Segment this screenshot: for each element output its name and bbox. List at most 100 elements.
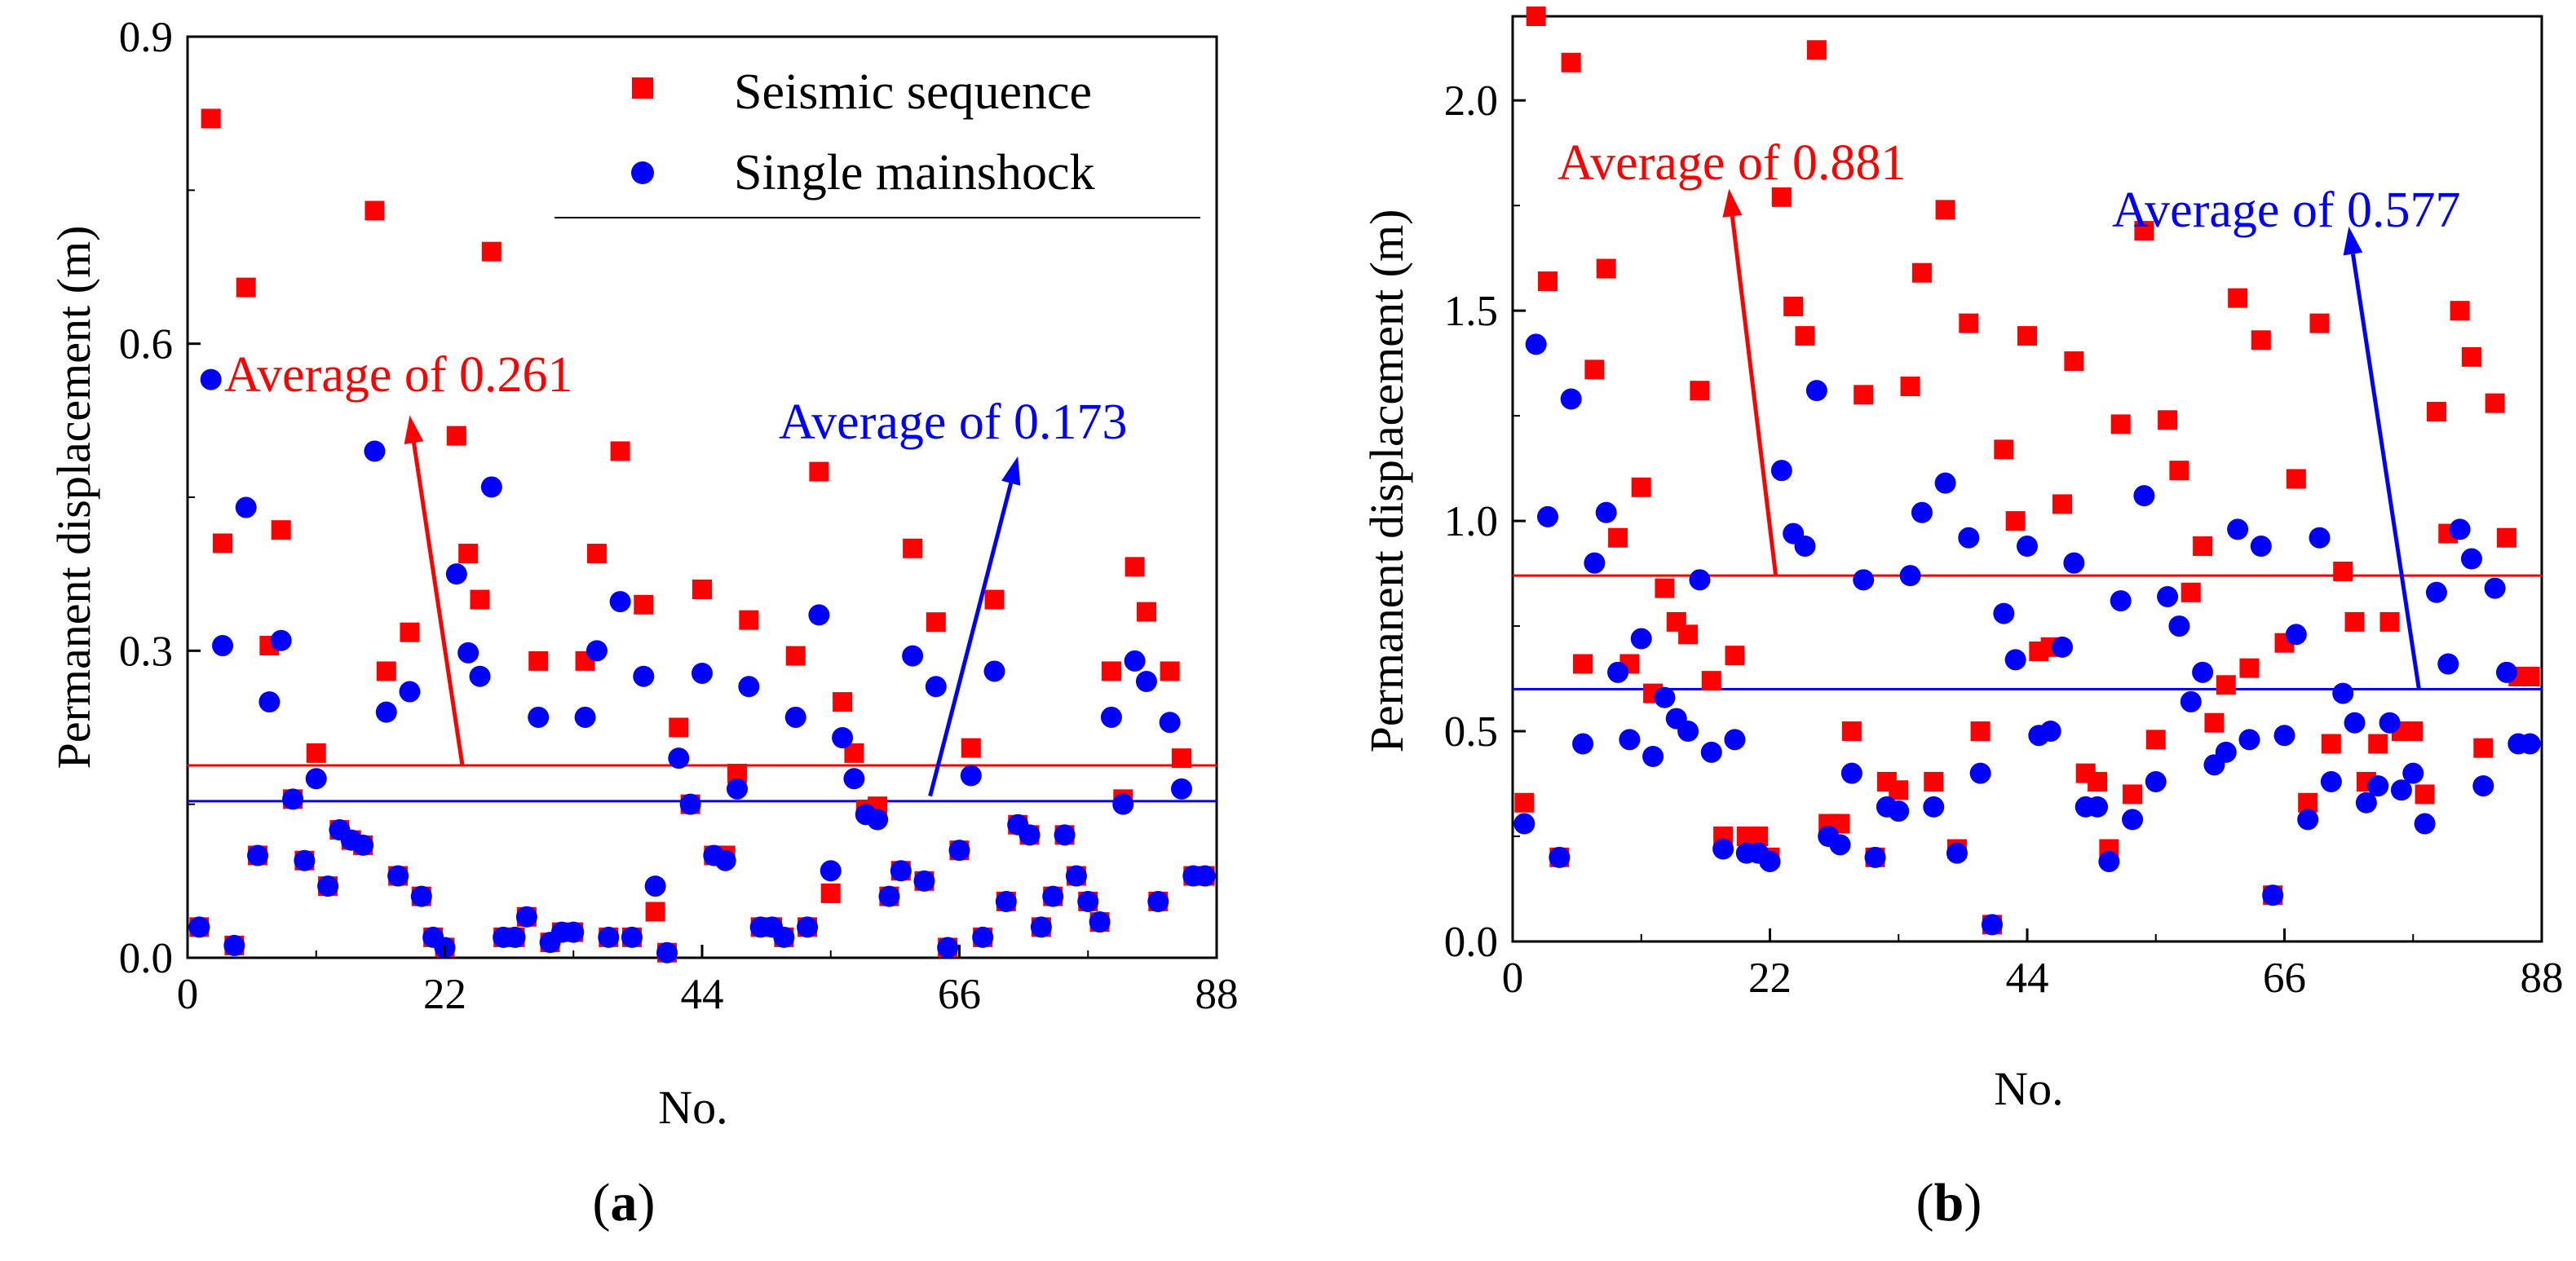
data-point-seismic-sequence <box>271 520 291 540</box>
data-point-seismic-sequence <box>1514 792 1535 813</box>
data-point-single-mainshock <box>1124 650 1146 672</box>
data-point-seismic-sequence <box>1725 646 1745 666</box>
data-point-single-mainshock <box>2344 712 2366 734</box>
data-point-seismic-sequence <box>2088 771 2108 791</box>
legend-marker-seismic-sequence <box>632 77 653 99</box>
data-point-single-mainshock <box>2098 850 2120 872</box>
data-point-seismic-sequence <box>2473 738 2494 758</box>
annotation-arrow-shaft <box>2351 254 2421 690</box>
data-point-seismic-sequence <box>1806 40 1827 60</box>
data-point-single-mainshock <box>878 885 900 907</box>
data-point-single-mainshock <box>1077 890 1099 912</box>
data-point-single-mainshock <box>2320 770 2342 792</box>
data-point-single-mainshock <box>2379 712 2401 734</box>
data-point-seismic-sequence <box>785 646 806 666</box>
data-point-seismic-sequence <box>1171 748 1191 769</box>
data-point-seismic-sequence <box>2415 784 2435 805</box>
data-point-single-mainshock <box>2519 733 2541 755</box>
data-point-single-mainshock <box>1630 628 1652 650</box>
data-point-seismic-sequence <box>2485 393 2505 413</box>
data-point-seismic-sequence <box>1935 200 1955 220</box>
panel-caption-a: (a) <box>593 1173 656 1232</box>
data-point-single-mainshock <box>995 890 1017 912</box>
legend-marker-single-mainshock <box>631 161 654 184</box>
data-point-single-mainshock <box>352 834 374 856</box>
data-point-seismic-sequence <box>2321 734 2341 754</box>
data-point-single-mainshock <box>867 809 889 831</box>
data-point-seismic-sequence <box>458 544 479 564</box>
data-point-seismic-sequence <box>2052 494 2073 514</box>
data-point-single-mainshock <box>528 706 550 728</box>
data-point-seismic-sequence <box>2520 666 2540 686</box>
data-point-seismic-sequence <box>645 902 665 922</box>
data-point-single-mainshock <box>1572 733 1594 755</box>
data-point-seismic-sequence <box>1959 313 1979 333</box>
data-point-seismic-sequence <box>1136 602 1156 622</box>
data-point-seismic-sequence <box>1538 271 1558 292</box>
x-axis-label: No. <box>1994 1062 2063 1115</box>
data-point-seismic-sequence <box>1101 661 1121 681</box>
data-point-seismic-sequence <box>2110 414 2131 434</box>
data-point-seismic-sequence <box>820 883 841 903</box>
data-point-seismic-sequence <box>1655 578 1675 598</box>
data-point-single-mainshock <box>1042 885 1064 907</box>
data-point-single-mainshock <box>2285 624 2307 646</box>
data-point-single-mainshock <box>2145 770 2167 792</box>
data-point-seismic-sequence <box>1900 377 1920 396</box>
data-point-single-mainshock <box>1712 838 1734 860</box>
data-point-single-mainshock <box>1911 501 1933 523</box>
y-tick-label: 0.3 <box>119 628 173 675</box>
data-point-seismic-sequence <box>1970 721 1991 742</box>
x-axis-label: No. <box>658 1081 727 1134</box>
data-point-single-mainshock <box>258 691 281 713</box>
data-point-seismic-sequence <box>2216 675 2236 695</box>
data-point-single-mainshock <box>925 676 947 698</box>
x-tick-label: 22 <box>423 971 466 1018</box>
data-point-seismic-sequence <box>1125 557 1145 577</box>
y-tick-label: 0.0 <box>1444 919 1498 966</box>
data-point-seismic-sequence <box>2461 346 2481 367</box>
data-point-single-mainshock <box>2297 809 2319 831</box>
data-point-single-mainshock <box>2192 661 2214 683</box>
data-point-seismic-sequence <box>739 610 759 630</box>
data-point-single-mainshock <box>2425 581 2447 603</box>
data-point-seismic-sequence <box>213 533 233 553</box>
data-point-single-mainshock <box>1946 842 1968 864</box>
data-point-seismic-sequence <box>400 622 420 642</box>
data-point-seismic-sequence <box>2403 721 2424 742</box>
data-point-single-mainshock <box>644 875 666 897</box>
data-point-single-mainshock <box>1888 800 1910 822</box>
data-point-seismic-sequence <box>903 538 923 558</box>
panel-caption-b: (b) <box>1916 1173 1982 1232</box>
data-point-seismic-sequence <box>1561 52 1581 73</box>
data-point-single-mainshock <box>714 849 736 871</box>
data-point-single-mainshock <box>727 778 749 800</box>
data-point-single-mainshock <box>808 604 830 626</box>
data-point-single-mainshock <box>212 635 234 657</box>
data-point-single-mainshock <box>282 788 304 810</box>
data-point-seismic-sequence <box>984 589 1005 610</box>
x-tick-label: 44 <box>681 971 724 1018</box>
data-point-single-mainshock <box>305 768 327 790</box>
data-point-seismic-sequence <box>2344 611 2365 632</box>
data-point-single-mainshock <box>2437 653 2459 675</box>
x-tick-label: 0 <box>177 971 199 1018</box>
data-point-seismic-sequence <box>1678 624 1699 645</box>
annotation-mainshock-average: Average of 0.173 <box>779 395 1128 450</box>
data-point-seismic-sequence <box>1596 258 1616 279</box>
data-point-seismic-sequence <box>833 692 853 712</box>
data-point-seismic-sequence <box>376 661 396 681</box>
data-point-seismic-sequence <box>2169 461 2189 481</box>
data-point-seismic-sequence <box>2228 288 2248 308</box>
data-point-seismic-sequence <box>2204 712 2225 733</box>
data-point-seismic-sequence <box>2379 611 2400 632</box>
x-tick-label: 0 <box>1502 955 1524 1002</box>
data-point-single-mainshock <box>2390 779 2412 801</box>
data-point-single-mainshock <box>1642 746 1664 767</box>
data-point-single-mainshock <box>235 496 257 518</box>
data-point-seismic-sequence <box>1573 654 1593 674</box>
data-point-seismic-sequence <box>2286 469 2306 489</box>
data-point-single-mainshock <box>1934 472 1956 494</box>
data-point-single-mainshock <box>504 926 526 948</box>
data-point-seismic-sequence <box>1690 381 1710 401</box>
